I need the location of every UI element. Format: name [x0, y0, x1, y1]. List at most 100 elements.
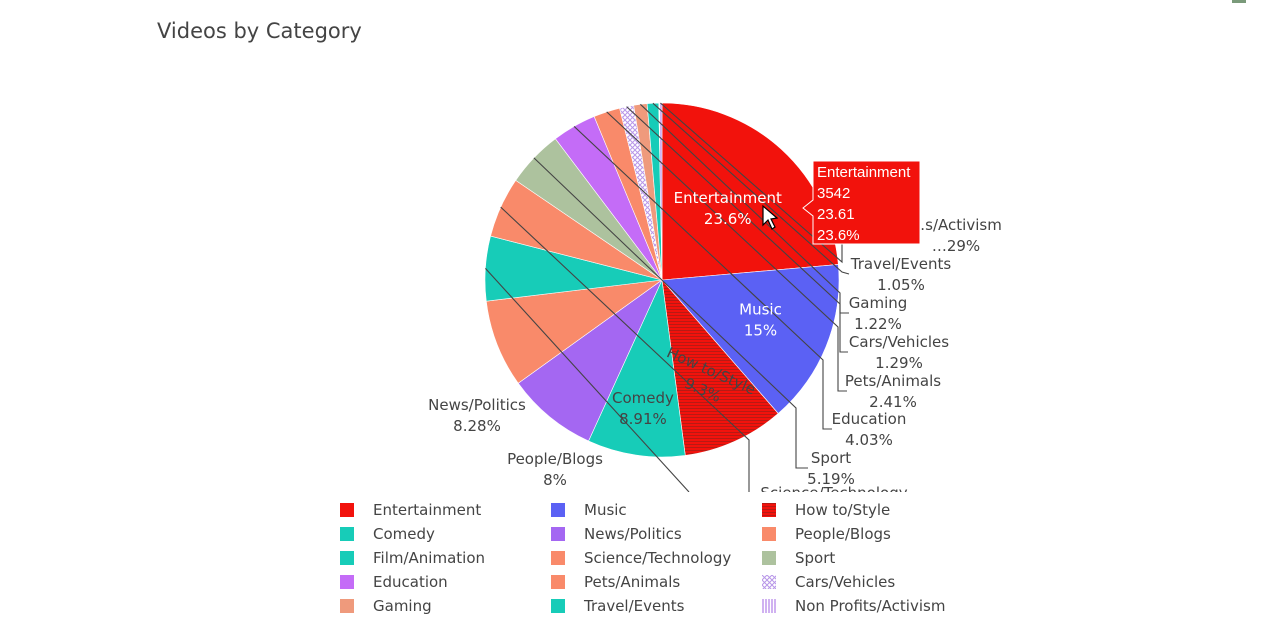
legend-swatch: [340, 599, 354, 613]
legend-item-education[interactable]: Education: [340, 572, 448, 592]
leader-line-cars-vehicles: [626, 106, 848, 353]
legend-swatch: [762, 575, 776, 589]
tooltip-percent: 23.6%: [817, 227, 860, 244]
slice-label-name: Cars/Vehicles: [849, 333, 949, 351]
leader-line-non-profits-activism: [660, 102, 843, 264]
tooltip-count: 3542: [817, 185, 850, 202]
chart-legend: Entertainment Music How to/Style Comedy News…: [340, 500, 980, 620]
leader-line-science-technology: [500, 206, 750, 492]
slice-label-music: Music 15%: [739, 301, 782, 340]
slice-label-name: Sport: [811, 449, 851, 467]
cursor-arrow: [762, 204, 779, 230]
slice-label-value: 8%: [543, 471, 567, 489]
slice-label-name: Science/Technology: [760, 484, 907, 492]
slice-label-value: …29%: [932, 237, 980, 255]
legend-label: Non Profits/Activism: [795, 597, 946, 615]
pie-slice-music[interactable]: [661, 264, 840, 414]
slice-label-value: 2.41%: [869, 393, 917, 411]
slice-label-cars-vehicles: Cars/Vehicles 1.29%: [849, 333, 949, 372]
slice-label-entertainment: Entertainment 23.6%: [674, 189, 782, 228]
leader-line-film-animation: [484, 268, 690, 492]
pie-slice-people-blogs[interactable]: [485, 279, 663, 384]
legend-label: Film/Animation: [373, 549, 486, 567]
legend-swatch: [551, 527, 565, 541]
slice-label-name: Music: [739, 301, 782, 319]
tooltip-label: Entertainment: [817, 164, 911, 181]
leader-line-sport: [533, 157, 808, 469]
slice-label-name: People/Blogs: [507, 450, 603, 468]
slice-label-people-blogs: People/Blogs 8%: [507, 450, 603, 489]
slice-label-name: News/Politics: [428, 396, 526, 414]
legend-item-news-politics[interactable]: News/Politics: [551, 524, 682, 544]
slice-label-name: Travel/Events: [850, 255, 952, 273]
pie-slice-non-profits-activism[interactable]: [658, 102, 663, 281]
pie-slice-comedy[interactable]: [588, 278, 686, 458]
legend-item-people-blogs[interactable]: People/Blogs: [762, 524, 891, 544]
slice-label-name: Comedy: [612, 389, 674, 407]
hover-tooltip: Entertainment 3542 23.61 23.6%: [802, 160, 921, 245]
legend-swatch: [551, 599, 565, 613]
slice-label-name: Pets/Animals: [845, 372, 941, 390]
slice-label-name: Entertainment: [674, 189, 782, 207]
leader-line-pets-animals: [606, 111, 847, 392]
corner-mark: [1232, 0, 1246, 3]
legend-swatch: [762, 503, 776, 517]
leader-line-education: [573, 125, 832, 430]
slice-label-travel-events: Travel/Events 1.05%: [850, 255, 952, 294]
legend-label: Sport: [795, 549, 836, 567]
slice-label-value: 1.05%: [877, 276, 925, 294]
slice-label-value: 1.29%: [875, 354, 923, 372]
leader-lines: [484, 102, 850, 492]
legend-label: News/Politics: [584, 525, 682, 543]
legend-item-science-technology[interactable]: Science/Technology: [551, 548, 731, 568]
slice-label-value: 5.19%: [807, 470, 855, 488]
legend-item-sport[interactable]: Sport: [762, 548, 835, 568]
slice-label-value: 8.28%: [453, 417, 501, 435]
legend-label: Comedy: [373, 525, 435, 543]
legend-item-comedy[interactable]: Comedy: [340, 524, 435, 544]
slice-label-pets-animals: Pets/Animals 2.41%: [845, 372, 941, 411]
legend-label: Music: [584, 501, 627, 519]
legend-item-travel-events[interactable]: Travel/Events: [551, 596, 684, 616]
legend-item-gaming[interactable]: Gaming: [340, 596, 432, 616]
legend-swatch: [762, 551, 776, 565]
legend-label: Science/Technology: [584, 549, 732, 567]
legend-label: Gaming: [373, 597, 432, 615]
legend-swatch: [762, 599, 776, 613]
legend-item-cars-vehicles[interactable]: Cars/Vehicles: [762, 572, 895, 592]
legend-label: Education: [373, 573, 448, 591]
slice-label-education: Education 4.03%: [832, 410, 907, 449]
leader-line-travel-events: [652, 102, 850, 275]
legend-swatch: [551, 575, 565, 589]
pie-slice-how-to-style[interactable]: [661, 279, 779, 456]
legend-item-pets-animals[interactable]: Pets/Animals: [551, 572, 680, 592]
slice-label-name: Education: [832, 410, 907, 428]
tooltip-box: [802, 160, 921, 245]
legend-swatch: [340, 527, 354, 541]
legend-item-non-profits-activism[interactable]: Non Profits/Activism: [762, 596, 945, 616]
legend-swatch: [762, 527, 776, 541]
legend-swatch: [340, 575, 354, 589]
slice-label-non-profits-activism: …s/Activism …29%: [910, 216, 1002, 255]
legend-label: Travel/Events: [584, 597, 685, 615]
leader-line-gaming: [640, 103, 849, 314]
pie-slice-news-politics[interactable]: [517, 279, 663, 442]
slice-label-gaming: Gaming 1.22%: [849, 294, 908, 333]
pie-slices: [484, 102, 840, 458]
legend-item-how-to-style[interactable]: How to/Style: [762, 500, 890, 520]
legend-label: How to/Style: [795, 501, 891, 519]
legend-item-entertainment[interactable]: Entertainment: [340, 500, 481, 520]
slice-label-name: …s/Activism: [910, 216, 1002, 234]
slice-label-value: 1.22%: [854, 315, 902, 333]
slice-label-value: 15%: [744, 322, 777, 340]
slice-label-news-politics: News/Politics 8.28%: [428, 396, 526, 435]
legend-label: Pets/Animals: [584, 573, 681, 591]
legend-swatch: [551, 503, 565, 517]
legend-item-music[interactable]: Music: [551, 500, 627, 520]
chart-title: Videos by Category: [157, 19, 362, 43]
legend-item-film-animation[interactable]: Film/Animation: [340, 548, 485, 568]
slice-label-name: Gaming: [849, 294, 908, 312]
tooltip-value: 23.61: [817, 206, 855, 223]
